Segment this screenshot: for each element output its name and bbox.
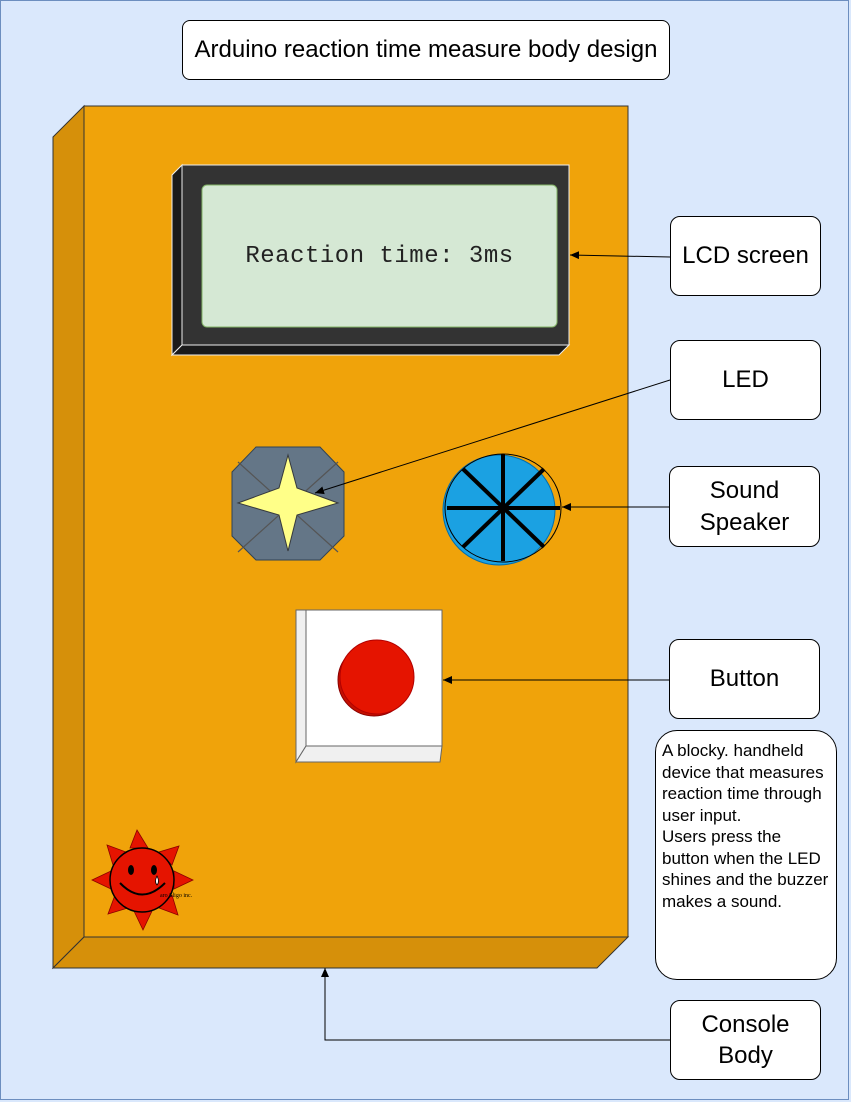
label-button: Button — [669, 639, 820, 719]
description-note: A blocky. handheld device that measures … — [655, 730, 837, 980]
label-console-line1: Console — [701, 1010, 790, 1038]
title-text: Arduino reaction time measure body desig… — [194, 36, 658, 64]
sun-logo-icon — [91, 829, 194, 931]
console-body-bottom — [51, 936, 630, 969]
label-sound-speaker-text: Sound Speaker — [700, 475, 789, 537]
lcd-screen — [170, 163, 571, 357]
label-led-text: LED — [722, 366, 769, 394]
diagram-title: Arduino reaction time measure body desig… — [182, 20, 670, 80]
label-console-body: Console Body — [670, 1000, 821, 1080]
led-star — [236, 453, 340, 552]
lcd-bevel-bottom — [170, 344, 571, 356]
connectors — [314, 251, 671, 1041]
description-paragraph-1: A blocky. handheld device that measures … — [662, 741, 824, 825]
push-button — [295, 609, 443, 764]
button-cap — [339, 639, 415, 715]
label-lcd-screen: LCD screen — [670, 216, 821, 296]
arrow-console — [321, 968, 670, 1041]
lcd-display — [201, 184, 558, 328]
label-speaker-line1: Sound — [709, 477, 780, 505]
lcd-bevel-left — [171, 163, 183, 357]
arrow-led — [314, 379, 671, 495]
logo-text: aro Sligo inc. — [160, 893, 193, 899]
label-speaker-line2: Speaker — [699, 508, 790, 536]
label-console-body-text: Console Body — [701, 1009, 789, 1071]
label-button-text: Button — [709, 665, 780, 693]
label-led: LED — [670, 340, 821, 420]
arrow-lcd — [569, 251, 671, 260]
lcd-display-text: Reaction time: 3ms — [245, 242, 514, 270]
label-lcd-screen-text: LCD screen — [682, 242, 809, 270]
console-body-side — [52, 104, 85, 970]
led — [231, 446, 345, 561]
label-sound-speaker: Sound Speaker — [669, 466, 820, 547]
label-console-line2: Body — [718, 1042, 773, 1069]
description-paragraph-2: Users press the button when the LED shin… — [662, 827, 829, 911]
sound-speaker — [442, 453, 562, 566]
